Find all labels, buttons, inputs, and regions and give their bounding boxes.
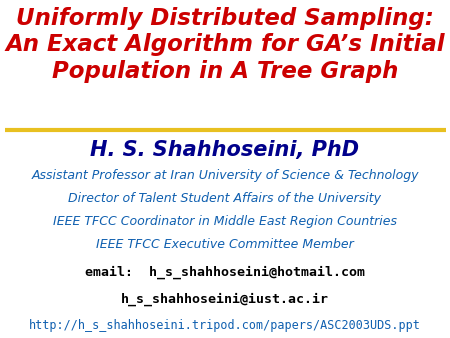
Text: h_s_shahhoseini@iust.ac.ir: h_s_shahhoseini@iust.ac.ir xyxy=(121,292,329,306)
Text: http://h_s_shahhoseini.tripod.com/papers/ASC2003UDS.ppt: http://h_s_shahhoseini.tripod.com/papers… xyxy=(29,319,421,332)
Text: Assistant Professor at Iran University of Science & Technology: Assistant Professor at Iran University o… xyxy=(31,169,419,182)
Text: IEEE TFCC Executive Committee Member: IEEE TFCC Executive Committee Member xyxy=(96,238,354,251)
Text: IEEE TFCC Coordinator in Middle East Region Countries: IEEE TFCC Coordinator in Middle East Reg… xyxy=(53,215,397,228)
Text: email:  h_s_shahhoseini@hotmail.com: email: h_s_shahhoseini@hotmail.com xyxy=(85,265,365,279)
Text: Uniformly Distributed Sampling:
An Exact Algorithm for GA’s Initial
Population i: Uniformly Distributed Sampling: An Exact… xyxy=(5,7,445,83)
Text: H. S. Shahhoseini, PhD: H. S. Shahhoseini, PhD xyxy=(90,140,360,160)
Text: Director of Talent Student Affairs of the University: Director of Talent Student Affairs of th… xyxy=(68,192,382,205)
